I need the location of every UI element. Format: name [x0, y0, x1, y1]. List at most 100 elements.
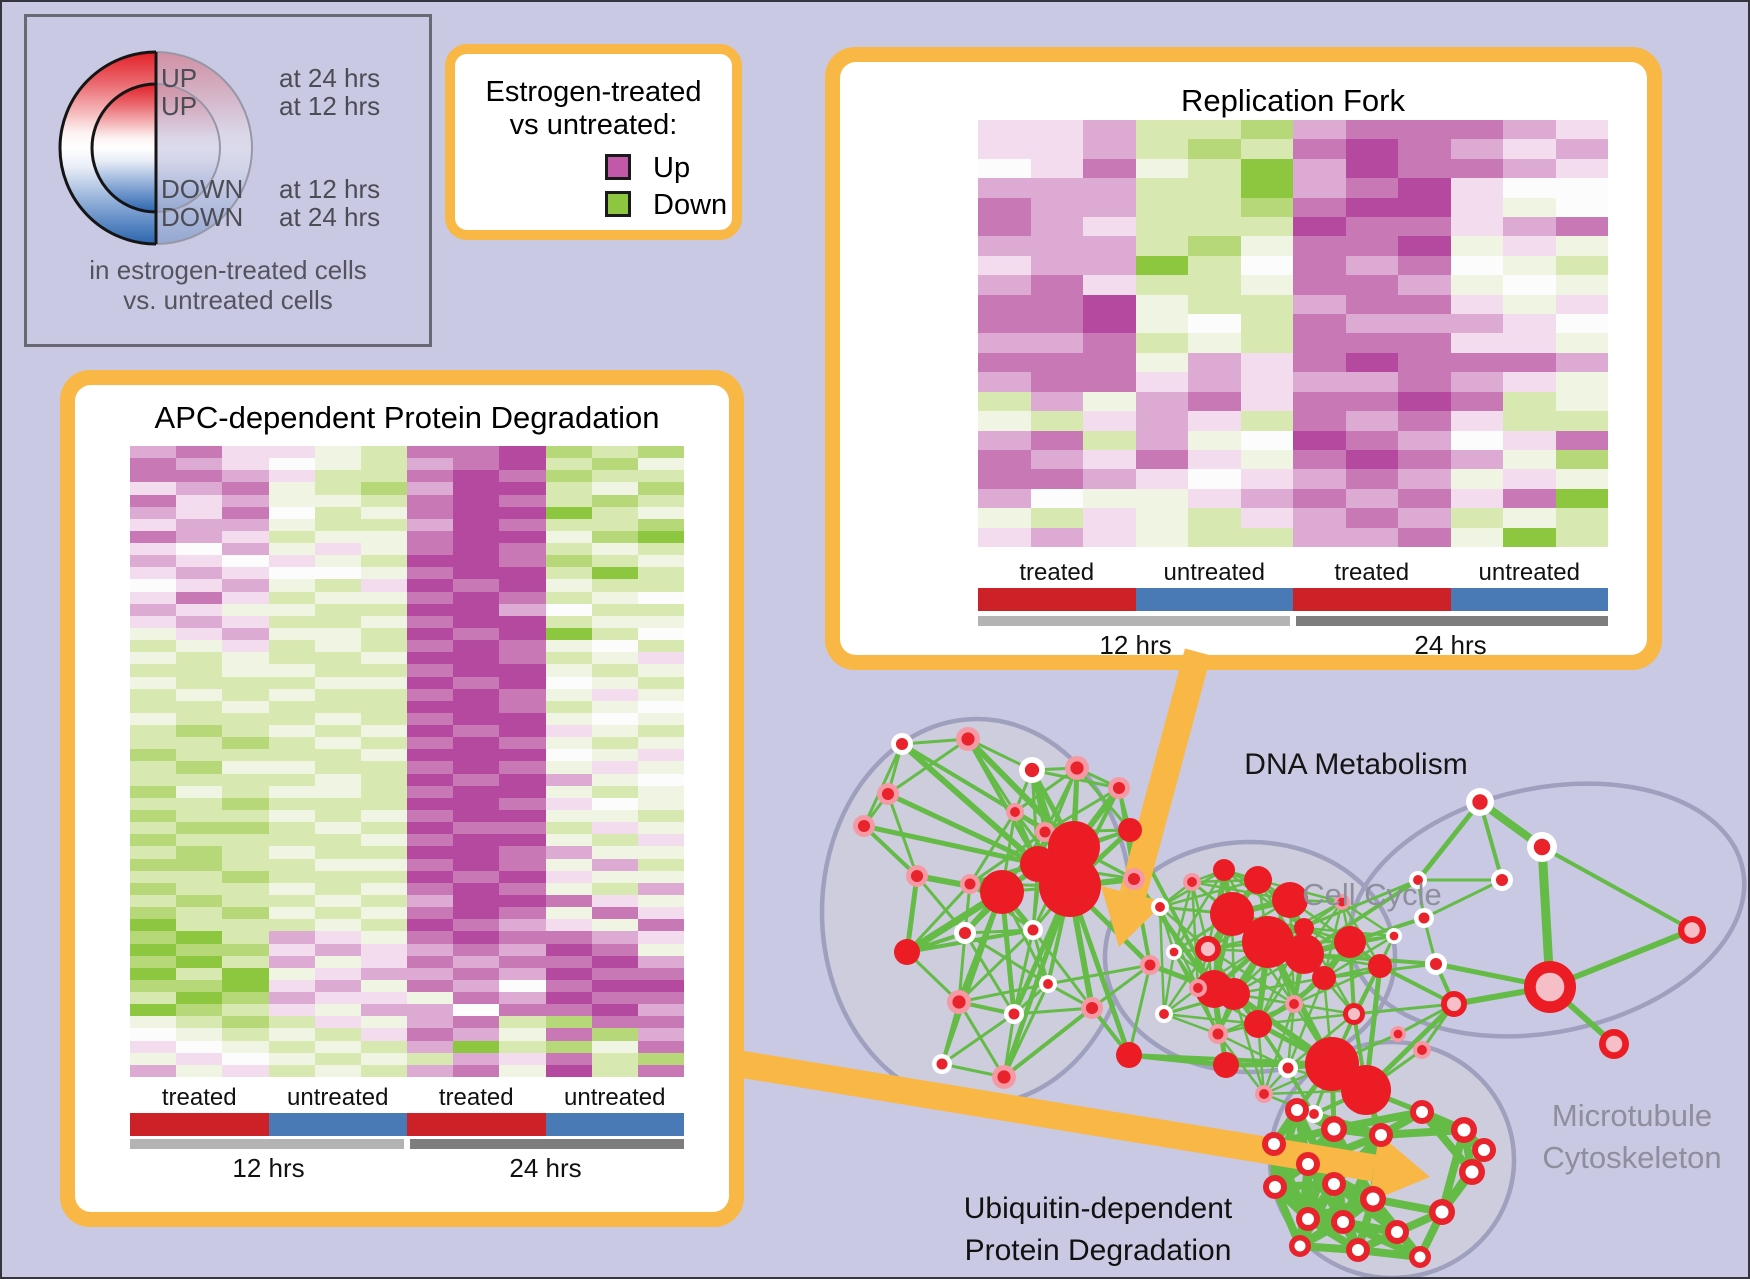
network-node-core	[1337, 1216, 1349, 1228]
hours-12-bar	[978, 616, 1290, 626]
heatmap-cell	[268, 579, 315, 592]
arrow-apc-to-ubiquitin-head	[1369, 1134, 1430, 1202]
heatmap-cell	[499, 797, 546, 811]
heatmap-cell	[978, 372, 1031, 392]
heatmap-cell	[1398, 508, 1451, 528]
heatmap-cell	[360, 931, 407, 944]
network-edge	[1394, 1229, 1423, 1260]
heatmap-cell	[637, 700, 684, 713]
network-edge	[1266, 941, 1296, 1005]
network-node-core	[1144, 959, 1156, 971]
network-edge	[1331, 1180, 1400, 1236]
heatmap-cell	[978, 508, 1031, 528]
network-edge	[1331, 1032, 1399, 1066]
heatmap-cell	[360, 1040, 407, 1053]
heatmap-cell	[1450, 255, 1503, 276]
heatmap-cell	[591, 676, 638, 689]
network-node-core	[1043, 979, 1053, 989]
network-node-core	[1446, 996, 1462, 1012]
heatmap-cell	[1083, 275, 1136, 295]
heatmap-cell	[268, 470, 315, 483]
network-node-core	[1478, 1144, 1490, 1156]
network-edge	[1266, 899, 1292, 943]
heatmap-cell	[1398, 236, 1451, 256]
heatmap-cell	[130, 518, 177, 531]
heatmap-cell	[637, 1016, 684, 1029]
network-edge	[1117, 787, 1132, 831]
network-edge	[1205, 912, 1235, 951]
network-edge	[1306, 1160, 1375, 1203]
heatmap-cell	[176, 943, 223, 956]
heatmap-cell	[591, 1028, 638, 1041]
network-edge	[1305, 1215, 1361, 1254]
heatmap-cell	[268, 894, 315, 908]
heatmap-cell	[637, 1028, 684, 1041]
heatmap-cell	[453, 979, 500, 993]
heatmap-cell	[453, 894, 500, 908]
heatmap-cell	[1083, 391, 1136, 412]
network-edge	[1197, 940, 1269, 990]
heatmap-cell	[637, 761, 684, 774]
heatmap-cell	[176, 1052, 223, 1065]
heatmap-cell	[1293, 158, 1346, 179]
network-edge	[1339, 1220, 1362, 1252]
heatmap-cell	[978, 469, 1031, 489]
network-node	[1108, 777, 1130, 799]
heatmap-cell	[591, 725, 638, 738]
network-edge	[1453, 984, 1551, 1007]
heatmap-cell	[453, 603, 500, 616]
condition-label: treated	[1334, 559, 1410, 586]
network-edge	[1395, 1208, 1444, 1236]
heatmap-cell	[1503, 158, 1556, 179]
heatmap-cell	[222, 567, 269, 580]
heatmap-cell	[1135, 139, 1188, 159]
heatmap-cell	[637, 773, 684, 786]
heatmap-cell	[591, 979, 638, 993]
network-node-core	[952, 995, 966, 1009]
heatmap-cell	[176, 967, 223, 980]
network-edge	[1356, 1208, 1444, 1254]
heatmap-cell	[545, 749, 592, 762]
legend-estrogen-title: Estrogen-treated vs untreated:	[455, 76, 732, 142]
network-edge	[1302, 878, 1420, 956]
network-edge	[1043, 767, 1079, 833]
heatmap-cell	[1450, 120, 1503, 140]
heatmap-cell	[176, 640, 223, 653]
network-edge	[958, 982, 1049, 1004]
network-edge	[1305, 1160, 1337, 1188]
heatmap-cell	[1555, 469, 1608, 489]
heatmap-cell	[222, 907, 269, 920]
heatmap-cell	[499, 676, 546, 689]
scale-row-dir: DOWN	[161, 202, 244, 232]
heatmap-cell	[222, 1004, 269, 1017]
heatmap-cell	[407, 446, 454, 459]
network-edge	[1158, 906, 1166, 1015]
network-edge	[1030, 769, 1047, 833]
heatmap-cell	[360, 797, 407, 811]
network-edge	[1191, 881, 1269, 943]
replication-fork-title: Replication Fork	[1181, 83, 1405, 118]
network-edge	[1352, 1013, 1368, 1091]
heatmap-cell	[130, 785, 177, 798]
network-edge	[1206, 948, 1260, 1025]
heatmap-cell	[130, 652, 177, 665]
network-edge	[1286, 977, 1326, 1069]
heatmap-cell	[407, 858, 454, 871]
heatmap-cell	[591, 919, 638, 932]
heatmap-cell	[978, 178, 1031, 198]
heatmap-cell	[499, 555, 546, 568]
heatmap-cell	[1555, 314, 1608, 334]
network-edge	[1303, 939, 1351, 957]
heatmap-cell	[591, 761, 638, 774]
heatmap-cell	[545, 737, 592, 750]
network-node-core	[1127, 872, 1141, 886]
heatmap-cell	[1030, 139, 1083, 159]
heatmap-cell	[130, 810, 177, 823]
heatmap-cell	[1345, 488, 1398, 509]
heatmap-cell	[314, 1028, 361, 1041]
network-edge	[1438, 1147, 1488, 1215]
network-edge	[941, 1012, 1015, 1066]
heatmap-cell	[407, 979, 454, 993]
microtubule-label: Cytoskeleton	[1542, 1140, 1721, 1175]
heatmap-cell	[453, 446, 500, 459]
